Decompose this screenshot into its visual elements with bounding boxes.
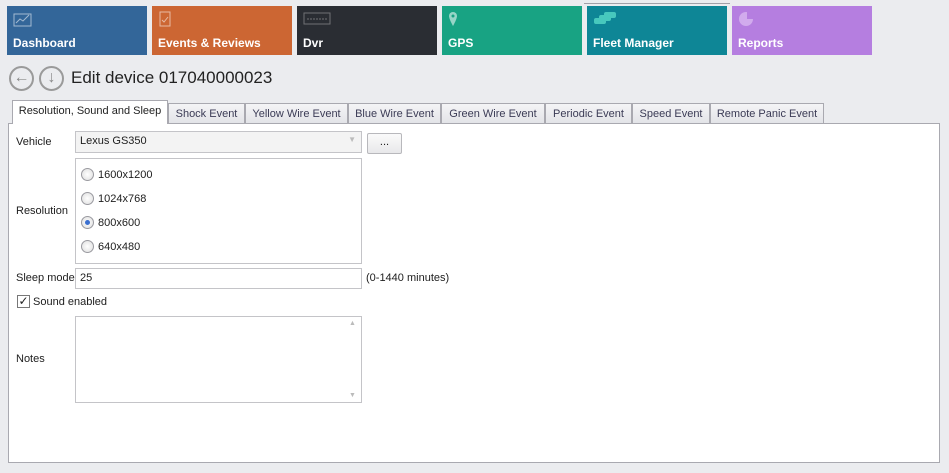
browse-vehicle-button[interactable]: ... — [367, 133, 402, 154]
merge-logo-icon — [303, 12, 331, 25]
resolution-group — [75, 158, 362, 264]
map-pin-icon — [449, 12, 457, 26]
tile-label: Dvr — [303, 36, 324, 50]
cars-icon — [594, 12, 616, 24]
tile-dvr[interactable]: Dvr — [297, 6, 437, 55]
scroll-up-icon: ▲ — [349, 320, 356, 327]
page-title: Edit device 017040000023 — [71, 68, 273, 87]
tile-events-reviews[interactable]: Events & Reviews — [152, 6, 292, 55]
tile-fleet-manager[interactable]: Fleet Manager — [587, 6, 727, 55]
resolution-label: Resolution — [16, 205, 68, 217]
tab-resolution-sound-sleep[interactable]: Resolution, Sound and Sleep — [12, 100, 168, 124]
tab-shock-event[interactable]: Shock Event — [168, 103, 245, 124]
radio-label: 800x600 — [98, 217, 141, 229]
sound-enabled-checkbox[interactable]: ✓ — [17, 295, 30, 308]
radio-label: 1600x1200 — [98, 169, 153, 181]
tile-reports[interactable]: Reports — [732, 6, 872, 55]
chevron-down-icon: ▼ — [348, 135, 356, 144]
arrow-down-icon: ↓ — [47, 69, 56, 86]
sleep-mode-label: Sleep mode — [16, 272, 75, 284]
chart-line-icon — [13, 13, 32, 27]
notes-textarea[interactable]: ▲ ▼ — [75, 316, 362, 403]
radio-800x600[interactable] — [81, 216, 94, 229]
vehicle-select[interactable]: Lexus GS350 ▼ — [75, 131, 362, 153]
tab-blue-wire-event[interactable]: Blue Wire Event — [348, 103, 441, 124]
radio-label: 640x480 — [98, 241, 141, 253]
tile-label: Fleet Manager — [593, 36, 674, 50]
tile-dashboard[interactable]: Dashboard — [7, 6, 147, 55]
radio-label: 1024x768 — [98, 193, 147, 205]
vehicle-value: Lexus GS350 — [80, 135, 147, 147]
notes-scrollbar[interactable]: ▲ ▼ — [345, 317, 361, 402]
tab-green-wire-event[interactable]: Green Wire Event — [441, 103, 545, 124]
sound-enabled-label: Sound enabled — [33, 296, 108, 308]
radio-640x480[interactable] — [81, 240, 94, 253]
tab-speed-event[interactable]: Speed Event — [632, 103, 710, 124]
tab-periodic-event[interactable]: Periodic Event — [545, 103, 632, 124]
tile-label: GPS — [448, 36, 474, 50]
radio-1600x1200[interactable] — [81, 168, 94, 181]
tile-label: Reports — [738, 36, 784, 50]
sleep-mode-input[interactable]: 25 — [75, 268, 362, 289]
arrow-left-icon: ← — [13, 69, 30, 86]
pie-chart-icon — [739, 12, 754, 26]
selected-indicator — [584, 3, 730, 4]
radio-1024x768[interactable] — [81, 192, 94, 205]
vehicle-label: Vehicle — [16, 136, 52, 148]
tile-label: Events & Reviews — [158, 36, 261, 50]
tile-gps[interactable]: GPS — [442, 6, 582, 55]
back-button[interactable]: ← — [9, 66, 34, 91]
scroll-down-icon: ▼ — [349, 392, 356, 399]
notes-label: Notes — [16, 353, 45, 365]
checkmark-icon: ✓ — [18, 294, 29, 308]
down-button[interactable]: ↓ — [39, 66, 64, 91]
tile-label: Dashboard — [13, 36, 76, 50]
tab-yellow-wire-event[interactable]: Yellow Wire Event — [245, 103, 348, 124]
sleep-mode-hint: (0-1440 minutes) — [366, 272, 450, 284]
tab-remote-panic-event[interactable]: Remote Panic Event — [710, 103, 824, 124]
clipboard-check-icon — [159, 11, 171, 27]
